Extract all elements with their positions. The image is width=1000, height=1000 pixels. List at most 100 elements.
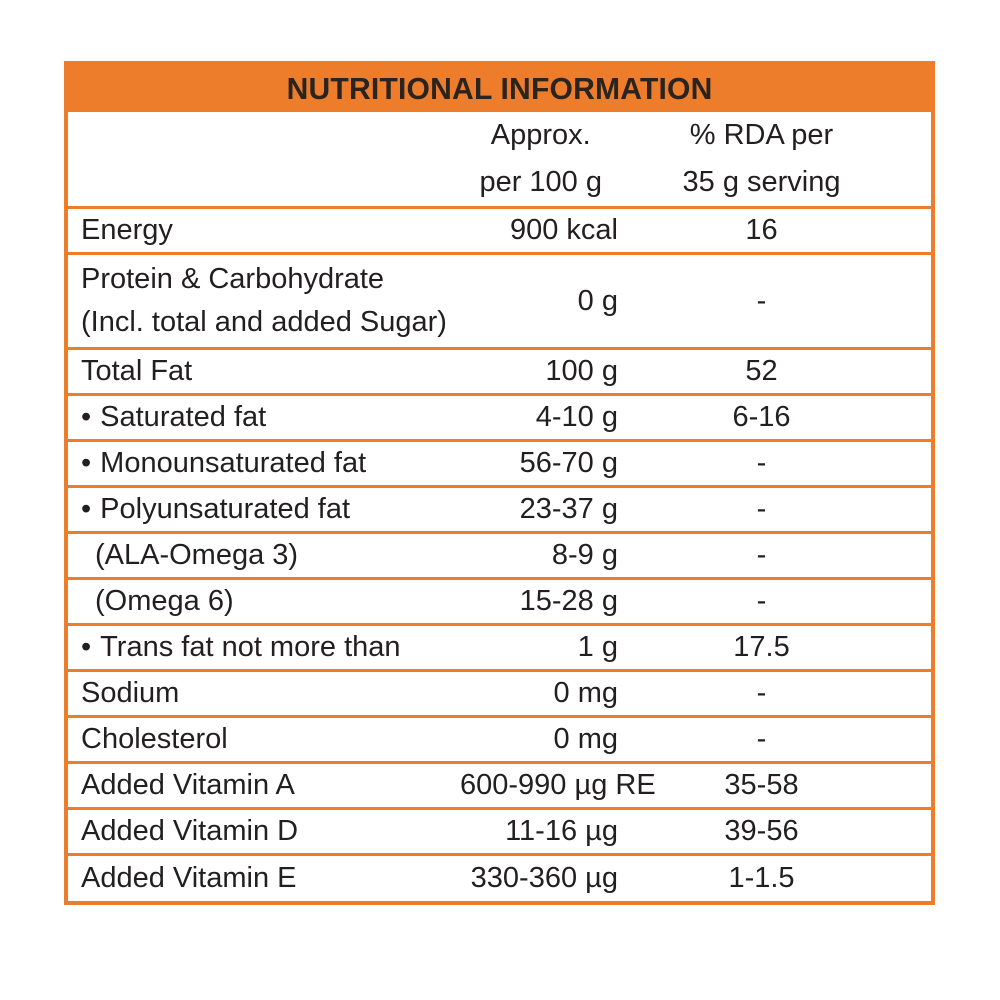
row-label-line1: Sodium	[81, 672, 460, 715]
row-label: Cholesterol	[81, 723, 228, 755]
table-body: Energy 900 kcal 16 Protein & Carbohydrat…	[68, 209, 931, 901]
row-label: Sodium	[81, 677, 180, 709]
column-header-approx-line1: Approx.	[490, 119, 591, 151]
amount-per-100g-cell: 1 g	[577, 631, 618, 663]
row-label-cell: Added Vitamin D	[68, 810, 460, 853]
row-label-cell: Cholesterol	[68, 718, 460, 761]
table-row: Sodium 0 mg -	[68, 672, 931, 718]
row-label: Energy	[81, 214, 173, 246]
rda-percent-cell: 35-58	[724, 769, 799, 801]
bullet-marker: •	[81, 631, 92, 663]
row-label-cell: • Trans fat not more than	[68, 626, 460, 669]
row-label-line1: Added Vitamin A	[81, 764, 460, 807]
row-label-line1: Cholesterol	[81, 718, 460, 761]
table-row: Added Vitamin E 330-360 µg 1-1.5	[68, 856, 931, 901]
column-header-rda: % RDA per 35 g serving	[620, 112, 931, 206]
panel-title-band: NUTRITIONAL INFORMATION	[68, 65, 931, 112]
amount-per-100g-cell: 100 g	[545, 355, 618, 387]
row-label-line1: • Trans fat not more than	[81, 626, 460, 669]
table-row: • Monounsaturated fat 56-70 g -	[68, 442, 931, 488]
rda-percent-cell: -	[756, 677, 767, 709]
table-row: • Polyunsaturated fat 23-37 g -	[68, 488, 931, 534]
row-label: Total Fat	[81, 355, 193, 387]
row-label-line1: • Polyunsaturated fat	[81, 488, 460, 531]
row-label-line1: Added Vitamin E	[81, 857, 460, 900]
rda-percent-cell: 17.5	[733, 631, 790, 663]
row-label: Added Vitamin E	[81, 862, 297, 894]
rda-percent-cell: -	[756, 723, 767, 755]
row-label-cell: • Saturated fat	[68, 396, 460, 439]
rda-percent-cell: -	[756, 493, 767, 525]
amount-per-100g-cell: 11-16 µg	[505, 815, 618, 847]
table-row: (Omega 6) 15-28 g -	[68, 580, 931, 626]
rda-percent-cell: 52	[745, 355, 778, 387]
row-label: Saturated fat	[100, 401, 267, 433]
amount-per-100g-cell: 15-28 g	[519, 585, 618, 617]
table-row: Cholesterol 0 mg -	[68, 718, 931, 764]
row-label-cell: • Monounsaturated fat	[68, 442, 460, 485]
amount-per-100g-cell: 0 mg	[553, 677, 618, 709]
panel-title: NUTRITIONAL INFORMATION	[286, 70, 713, 106]
row-label-cell: Total Fat	[68, 350, 460, 393]
table-row: • Trans fat not more than 1 g 17.5	[68, 626, 931, 672]
rda-percent-cell: -	[756, 284, 767, 317]
table-row: Protein & Carbohydrate (Incl. total and …	[68, 255, 931, 350]
rda-percent-cell: 1-1.5	[728, 862, 795, 894]
row-label-cell: Protein & Carbohydrate (Incl. total and …	[68, 258, 460, 344]
row-label-cell: (Omega 6)	[68, 580, 460, 623]
amount-per-100g-cell: 900 kcal	[509, 214, 618, 246]
row-label-line2: (Incl. total and added Sugar)	[81, 306, 447, 338]
row-label-line1: Total Fat	[81, 350, 460, 393]
column-header-rda-line1: % RDA per	[689, 119, 834, 151]
table-row: Energy 900 kcal 16	[68, 209, 931, 255]
nutrition-panel: NUTRITIONAL INFORMATION Approx. per 100 …	[64, 61, 935, 905]
row-label: Monounsaturated fat	[100, 447, 367, 479]
row-label: Polyunsaturated fat	[100, 493, 351, 525]
table-row: Total Fat 100 g 52	[68, 350, 931, 396]
table-row: Added Vitamin D 11-16 µg 39-56	[68, 810, 931, 856]
column-header-approx-line2: per 100 g	[479, 166, 602, 198]
row-label-line1: • Monounsaturated fat	[81, 442, 460, 485]
rda-percent-cell: -	[756, 539, 767, 571]
table-row: Added Vitamin A 600-990 µg RE 35-58	[68, 764, 931, 810]
row-label-cell: (ALA-Omega 3)	[68, 534, 460, 577]
column-header-per100g: Approx. per 100 g	[460, 112, 620, 206]
row-label-cell: Added Vitamin A	[68, 764, 460, 807]
row-label: Added Vitamin A	[81, 769, 295, 801]
row-label: Added Vitamin D	[81, 815, 299, 847]
amount-per-100g-cell: 330-360 µg	[470, 862, 618, 894]
row-label-line1: (ALA-Omega 3)	[95, 534, 460, 577]
amount-per-100g-cell: 600-990 µg RE	[460, 769, 656, 801]
row-label: Protein & Carbohydrate	[81, 263, 385, 295]
rda-percent-cell: 6-16	[732, 401, 791, 433]
row-label: (Omega 6)	[95, 585, 234, 617]
row-label-line1: Energy	[81, 209, 460, 252]
row-label-line1: Protein & Carbohydrate	[81, 258, 460, 301]
amount-per-100g-cell: 0 g	[577, 284, 618, 317]
row-label-line1: Added Vitamin D	[81, 810, 460, 853]
rda-percent-cell: -	[756, 585, 767, 617]
rda-percent-cell: 16	[745, 214, 778, 246]
row-label: (ALA-Omega 3)	[95, 539, 299, 571]
bullet-marker: •	[81, 447, 92, 479]
amount-per-100g-cell: 56-70 g	[519, 447, 618, 479]
row-label: Trans fat not more than	[100, 631, 401, 663]
amount-per-100g-cell: 23-37 g	[519, 493, 618, 525]
column-header-row: Approx. per 100 g % RDA per 35 g serving	[68, 112, 931, 209]
bullet-marker: •	[81, 493, 92, 525]
amount-per-100g-cell: 0 mg	[553, 723, 618, 755]
row-label-cell: Added Vitamin E	[68, 857, 460, 900]
row-label-cell: Energy	[68, 209, 460, 252]
rda-percent-cell: 39-56	[724, 815, 799, 847]
row-label-cell: Sodium	[68, 672, 460, 715]
rda-percent-cell: -	[756, 447, 767, 479]
bullet-marker: •	[81, 401, 92, 433]
row-label-cell: • Polyunsaturated fat	[68, 488, 460, 531]
table-row: • Saturated fat 4-10 g 6-16	[68, 396, 931, 442]
table-row: (ALA-Omega 3) 8-9 g -	[68, 534, 931, 580]
amount-per-100g-cell: 4-10 g	[535, 401, 618, 433]
amount-per-100g-cell: 8-9 g	[551, 539, 618, 571]
row-label-line1: • Saturated fat	[81, 396, 460, 439]
row-label-line1: (Omega 6)	[95, 580, 460, 623]
column-header-rda-line2: 35 g serving	[682, 166, 841, 198]
